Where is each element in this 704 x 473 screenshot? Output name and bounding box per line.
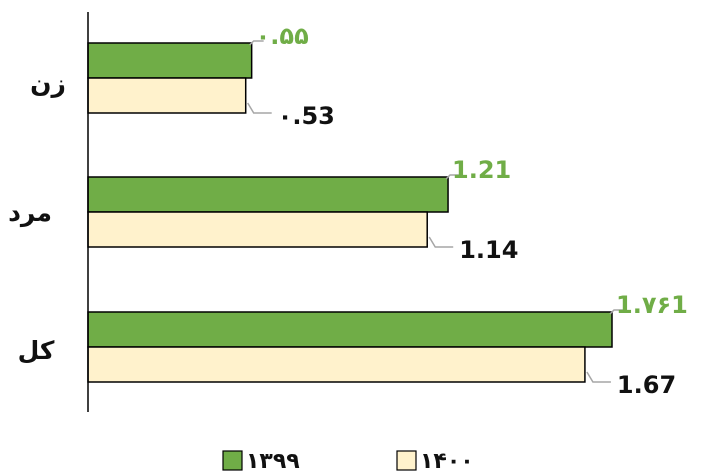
bar-۱۴۰۰-کل	[87, 346, 586, 383]
bar-۱۴۰۰-زن	[87, 77, 247, 114]
legend-label-1399: ۱۳۹۹	[246, 449, 300, 473]
legend-swatch-1399	[222, 450, 243, 471]
leader-line	[428, 236, 454, 248]
data-label-۱۳۹۹-کل: 1.۷۶1	[616, 291, 688, 319]
data-label-۱۳۹۹-مرد: 1.21	[452, 156, 511, 184]
legend: ۱۳۹۹ ۱۴۰۰	[222, 449, 474, 473]
leader-lines	[247, 40, 624, 383]
bar-۱۳۹۹-کل	[87, 311, 613, 348]
data-label-۱۴۰۰-زن: ۰.53	[278, 102, 335, 130]
data-label-۱۳۹۹-زن: ۰.۵۵	[256, 22, 309, 50]
leader-line	[445, 174, 461, 180]
bar-۱۳۹۹-مرد	[87, 176, 449, 213]
leader-line	[609, 309, 624, 315]
data-labels: ۰.۵۵ 1.21 1.۷۶1 ۰.53 1.14 1.67	[256, 22, 688, 399]
category-labels: زن مرد کل	[8, 69, 66, 365]
bars-group	[87, 42, 613, 383]
leader-line	[586, 371, 611, 383]
data-label-۱۴۰۰-کل: 1.67	[617, 371, 676, 399]
legend-swatch-1400	[396, 450, 417, 471]
bar-۱۴۰۰-مرد	[87, 211, 428, 248]
bar-۱۳۹۹-زن	[87, 42, 253, 79]
data-label-۱۴۰۰-مرد: 1.14	[459, 236, 518, 264]
category-label: زن	[30, 69, 66, 98]
leader-line	[249, 40, 264, 46]
leader-line	[247, 102, 272, 114]
category-label: کل	[18, 336, 55, 365]
legend-label-1400: ۱۴۰۰	[420, 449, 474, 473]
category-label: مرد	[8, 198, 52, 228]
